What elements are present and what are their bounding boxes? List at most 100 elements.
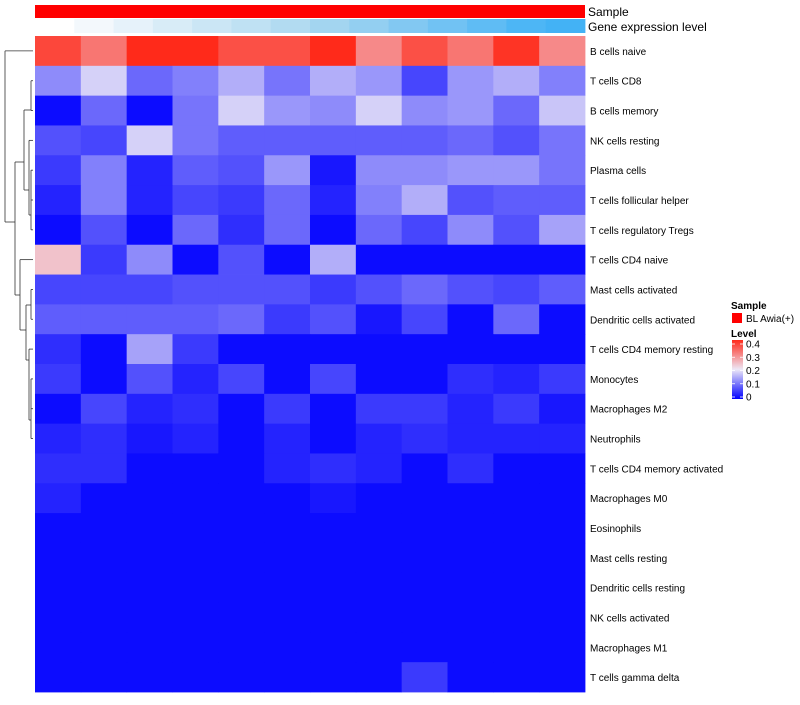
heatmap-cell — [447, 274, 494, 305]
heatmap-cell — [539, 513, 586, 544]
row-label: B cells naive — [590, 47, 647, 58]
heatmap-cell — [310, 155, 357, 186]
row-label: T cells gamma delta — [590, 673, 680, 684]
heatmap-cell — [126, 334, 173, 365]
row-label: Macrophages M2 — [590, 405, 668, 416]
heatmap-cell — [80, 185, 128, 216]
legend-sample-entry: BL Awia(+) — [746, 314, 794, 325]
heatmap-cell — [35, 155, 82, 186]
heatmap-cell — [35, 65, 82, 97]
heatmap-cell — [264, 602, 311, 633]
legend-tick-label: 0.3 — [746, 353, 760, 364]
heatmap-cell — [401, 155, 448, 186]
heatmap-cell — [35, 364, 82, 395]
heatmap-cell — [310, 274, 357, 305]
row-label: T cells follicular helper — [590, 196, 689, 207]
heatmap-cell — [493, 304, 540, 335]
legend-level-title: Level — [731, 329, 757, 340]
legend-ticks: 0.4 0.3 0.2 0.1 0 — [732, 340, 760, 404]
heatmap-cell — [447, 185, 494, 216]
gene-expression-cell — [467, 19, 507, 33]
heatmap-cell — [126, 185, 173, 216]
heatmap-cell — [539, 423, 586, 454]
heatmap-cell — [447, 65, 494, 97]
legend: Sample BL Awia(+) Level 0.4 0.3 0.2 0.1 0 — [731, 301, 794, 404]
heatmap-cell — [447, 244, 494, 275]
heatmap-cell — [126, 393, 173, 425]
heatmap-cell — [126, 125, 173, 156]
row-label: Macrophages M0 — [590, 494, 668, 505]
heatmap-cell — [172, 125, 219, 156]
heatmap-cell — [447, 393, 494, 425]
gene-expression-cell — [152, 19, 193, 33]
heatmap-cell — [310, 125, 357, 156]
heatmap-cell — [126, 542, 173, 574]
heatmap-cell — [35, 662, 82, 693]
heatmap-cell — [401, 393, 448, 425]
gene-expression-annotation-bar — [35, 19, 586, 33]
heatmap-cell — [355, 393, 403, 425]
legend-tick-label: 0.2 — [746, 366, 760, 377]
heatmap-cell — [172, 364, 219, 395]
heatmap-cell — [401, 274, 448, 305]
heatmap-cell — [35, 334, 82, 365]
heatmap-cell — [172, 155, 219, 186]
row-label: T cells CD4 memory resting — [590, 345, 713, 356]
heatmap-cell — [539, 185, 586, 216]
heatmap-cell — [355, 95, 403, 126]
heatmap-cell — [218, 632, 265, 663]
gene-expression-cell — [349, 19, 389, 33]
heatmap-cell — [35, 393, 82, 425]
gene-expression-cell — [74, 19, 114, 33]
heatmap-cell — [126, 364, 173, 395]
heatmap-cell — [218, 95, 265, 126]
heatmap-cell — [539, 95, 586, 126]
heatmap-cell — [401, 185, 448, 216]
heatmap-cell — [80, 304, 128, 335]
sample-track-label: Sample — [588, 5, 629, 19]
heatmap-cell — [126, 483, 173, 514]
heatmap-cell — [310, 513, 357, 544]
legend-sample-title: Sample — [731, 301, 767, 312]
heatmap-cell — [35, 304, 82, 335]
heatmap-cell — [264, 393, 311, 425]
heatmap-cell — [126, 274, 173, 305]
heatmap-cell — [401, 334, 448, 365]
heatmap-cell — [401, 65, 448, 97]
heatmap-cell — [539, 632, 586, 663]
heatmap-cell — [539, 602, 586, 633]
heatmap-cell — [218, 602, 265, 633]
heatmap-cell — [447, 483, 494, 514]
heatmap-cell — [264, 423, 311, 454]
heatmap-cell — [539, 244, 586, 275]
heatmap-cell — [493, 423, 540, 454]
heatmap-cell — [80, 662, 128, 693]
heatmap-cell — [264, 662, 311, 693]
heatmap-cell — [80, 244, 128, 275]
heatmap-cell — [310, 65, 357, 97]
heatmap-cell — [35, 185, 82, 216]
heatmap-cell — [264, 453, 311, 484]
heatmap-cell — [447, 423, 494, 454]
gene-expression-cell — [427, 19, 468, 33]
heatmap-cell — [80, 632, 128, 663]
heatmap-cell — [310, 214, 357, 246]
heatmap-cell — [493, 513, 540, 544]
heatmap-cell — [264, 513, 311, 544]
heatmap-cell — [264, 155, 311, 186]
heatmap-cell — [493, 125, 540, 156]
heatmap-cell — [493, 214, 540, 246]
heatmap-cell — [355, 632, 403, 663]
heatmap-cell — [80, 125, 128, 156]
heatmap-cell — [493, 602, 540, 633]
heatmap-cell — [355, 304, 403, 335]
legend-tick-label: 0.1 — [746, 379, 760, 390]
heatmap-cell — [172, 423, 219, 454]
heatmap-cell — [401, 483, 448, 514]
gene-expression-cell — [506, 19, 547, 33]
heatmap-cell — [355, 274, 403, 305]
heatmap-cell — [264, 36, 311, 67]
heatmap-cell — [80, 274, 128, 305]
